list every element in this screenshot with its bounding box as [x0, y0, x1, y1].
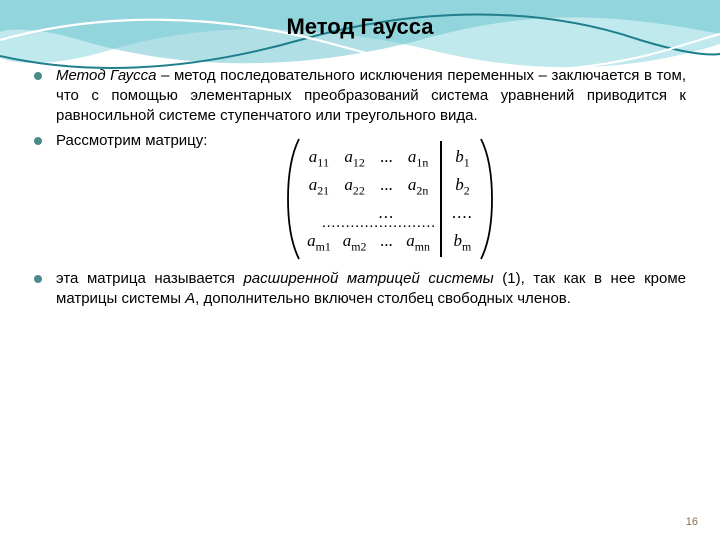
matrix-body: a11 a21 am1 a12 a22 am2 ... ... ... ... …	[287, 137, 493, 261]
cell-dots-n	[406, 199, 430, 227]
bullet3-pre: эта матрица называется	[56, 270, 243, 287]
cell-dots-b: ....	[452, 199, 473, 227]
matrix-col-1: a11 a21 am1	[301, 137, 337, 261]
bullet2-text: Рассмотрим матрицу:	[56, 132, 207, 149]
cell-dots-1	[307, 199, 331, 227]
cell-amn: amn	[406, 227, 430, 255]
matrix-col-2: a12 a22 am2	[337, 137, 373, 261]
cell-ell-3: ...	[378, 199, 394, 227]
right-paren	[479, 137, 493, 261]
bullet-list-2: эта матрица называется расширенной матри…	[34, 269, 686, 309]
matrix-separator	[440, 141, 442, 257]
matrix-col-ellipsis: ... ... ... ...	[372, 137, 400, 261]
bullet-item-2: Рассмотрим матрицу:	[34, 131, 686, 151]
bullet3-post: , дополнительно включен столбец свободны…	[195, 290, 571, 307]
content-area: Метод Гаусса – метод последовательного и…	[0, 40, 720, 309]
matrix-col-b: b1 b2 .... bm	[446, 137, 479, 261]
cell-ell-2: ...	[378, 171, 394, 199]
cell-dots-2	[343, 199, 367, 227]
bullet-item-3: эта матрица называется расширенной матри…	[34, 269, 686, 309]
augmented-matrix: a11 a21 am1 a12 a22 am2 ... ... ... ... …	[94, 137, 686, 261]
bullet-item-1: Метод Гаусса – метод последовательного и…	[34, 66, 686, 125]
slide-title: Метод Гаусса	[0, 0, 720, 40]
cell-a22: a22	[343, 171, 367, 199]
cell-a21: a21	[307, 171, 331, 199]
bullet3-A: A	[185, 290, 195, 307]
matrix-col-n: a1n a2n amn	[400, 137, 436, 261]
cell-a2n: a2n	[406, 171, 430, 199]
bullet-list: Метод Гаусса – метод последовательного и…	[34, 66, 686, 151]
cell-am2: am2	[343, 227, 367, 255]
bullet1-lead: Метод Гаусса	[56, 67, 157, 84]
page-number: 16	[686, 516, 698, 528]
bullet3-mid: расширенной матрицей системы	[243, 270, 493, 287]
cell-ell-4: ...	[378, 227, 394, 255]
cell-bm: bm	[452, 227, 473, 255]
cell-b2: b2	[452, 171, 473, 199]
cell-am1: am1	[307, 227, 331, 255]
left-paren	[287, 137, 301, 261]
